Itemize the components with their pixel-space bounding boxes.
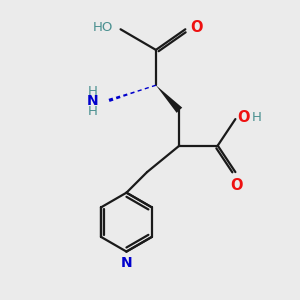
Text: N: N bbox=[121, 256, 132, 270]
Text: O: O bbox=[231, 178, 243, 193]
Text: O: O bbox=[190, 20, 202, 35]
Text: N: N bbox=[87, 94, 98, 108]
Text: O: O bbox=[237, 110, 249, 125]
Text: H: H bbox=[252, 111, 262, 124]
Text: H: H bbox=[88, 85, 98, 98]
Text: H: H bbox=[88, 105, 98, 118]
Text: HO: HO bbox=[93, 21, 113, 34]
Polygon shape bbox=[156, 85, 182, 113]
